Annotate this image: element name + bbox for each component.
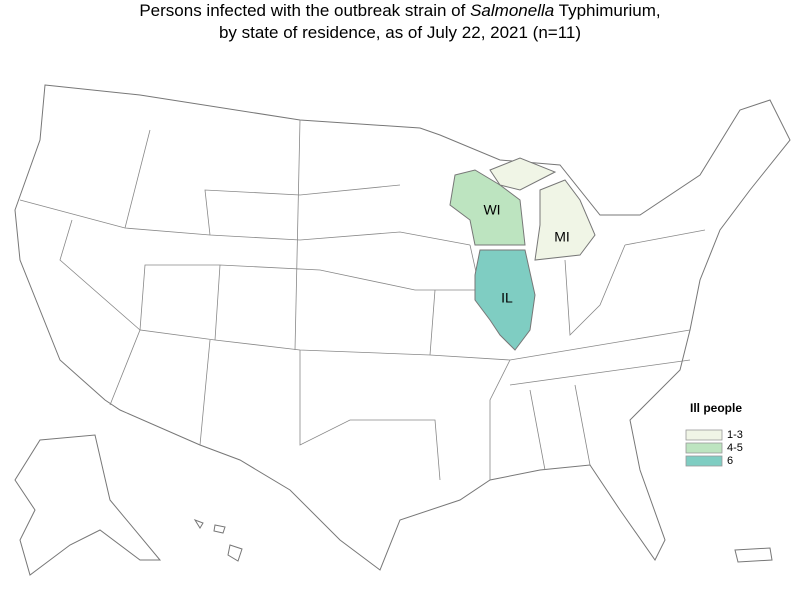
puerto-rico xyxy=(734,547,773,563)
state-mi xyxy=(489,157,596,261)
alaska xyxy=(14,434,162,576)
state-label: IL xyxy=(501,290,513,306)
state-wi xyxy=(449,169,526,246)
title-line: Persons infected with the outbreak strai… xyxy=(0,0,800,22)
legend-swatch xyxy=(685,442,723,454)
legend-label: 1-3 xyxy=(727,429,743,441)
title-text: Persons infected with the outbreak strai… xyxy=(139,1,471,20)
state-label: MI xyxy=(554,229,570,245)
state-borders xyxy=(19,119,706,481)
title-line: by state of residence, as of July 22, 20… xyxy=(218,23,582,42)
state-label: WI xyxy=(483,202,500,218)
legend-swatch xyxy=(685,429,723,441)
title-italic: Salmonella xyxy=(470,1,555,20)
hawaii xyxy=(193,519,243,562)
legend: 1-34-56 xyxy=(685,429,743,467)
legend-label: 4-5 xyxy=(727,442,743,454)
state-il xyxy=(474,249,536,351)
title-text: Typhimurium, xyxy=(554,1,661,20)
legend-swatch xyxy=(685,455,723,467)
legend-title: Ill people xyxy=(690,401,742,415)
map-title: Persons infected with the outbreak strai… xyxy=(0,0,800,44)
legend-label: 6 xyxy=(727,455,733,467)
us-outline xyxy=(14,84,791,571)
